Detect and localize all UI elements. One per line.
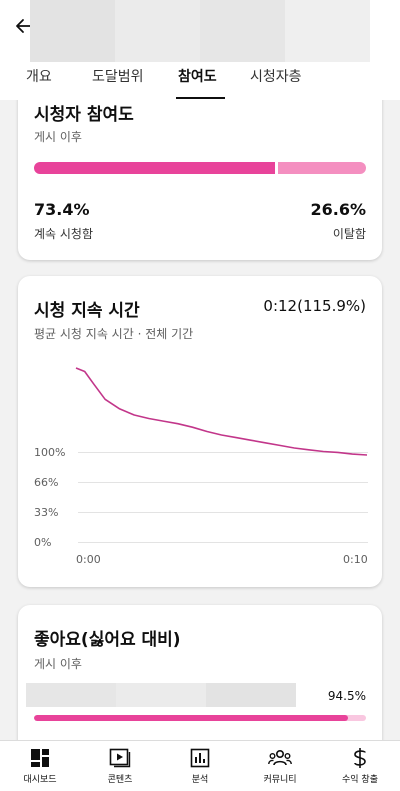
analytics-icon: [190, 747, 210, 769]
nav-community[interactable]: 커뮤니티: [240, 741, 320, 791]
likes-value: 94.5%: [327, 689, 366, 703]
likes-card: 좋아요(싫어요 대비) 게시 이후 94.5%: [18, 605, 382, 755]
continued-label: 계속 시청함: [34, 227, 94, 241]
nav-monetization[interactable]: 수익 창출: [320, 741, 400, 791]
engagement-bar: [34, 162, 366, 174]
retention-title: 시청 지속 시간: [34, 301, 140, 321]
nav-label: 콘텐츠: [107, 775, 133, 785]
engagement-subtitle: 게시 이후: [34, 130, 82, 144]
x-tick-label: 0:10: [343, 553, 368, 566]
x-tick-label: 0:00: [76, 553, 101, 566]
y-tick-label: 33%: [34, 506, 59, 519]
content-icon: [109, 747, 131, 769]
segment-gap: [275, 162, 278, 174]
engagement-title: 시청자 참여도: [34, 105, 134, 125]
gridline-0: [78, 542, 368, 543]
y-tick-label: 0%: [34, 536, 52, 549]
nav-label: 대시보드: [23, 775, 57, 785]
nav-label: 커뮤니티: [263, 775, 297, 785]
y-tick-label: 100%: [34, 446, 66, 459]
back-arrow-icon: [16, 19, 31, 33]
retention-value: 0:12(115.9%): [263, 297, 366, 315]
retention-subtitle: 평균 시청 지속 시간 · 전체 기간: [34, 327, 194, 341]
swiped-label: 이탈함: [332, 227, 366, 241]
nav-content[interactable]: 콘텐츠: [80, 741, 160, 791]
nav-analytics[interactable]: 분석: [160, 741, 240, 791]
retention-card: 시청 지속 시간 0:12(115.9%) 평균 시청 지속 시간 · 전체 기…: [18, 276, 382, 587]
likes-subtitle: 게시 이후: [34, 657, 82, 671]
monetization-icon: [352, 747, 368, 769]
likes-bar-fill: [34, 715, 348, 721]
likes-title: 좋아요(싫어요 대비): [34, 630, 181, 650]
tab-audience[interactable]: 시청자층: [250, 69, 302, 85]
engagement-card: 시청자 참여도 게시 이후 73.4% 계속 시청함 26.6% 이탈함: [18, 70, 382, 260]
nav-label: 수익 창출: [342, 775, 378, 785]
gridline-33: [78, 512, 368, 513]
nav-label: 분석: [191, 775, 209, 785]
tab-bar: 개요 도달범위 참여도 시청자층: [0, 62, 400, 100]
tab-reach[interactable]: 도달범위: [92, 69, 144, 85]
dashboard-icon: [30, 747, 50, 769]
active-tab-indicator: [176, 97, 225, 99]
y-tick-label: 66%: [34, 476, 59, 489]
gridline-66: [78, 482, 368, 483]
back-button[interactable]: [10, 12, 38, 40]
tab-engagement[interactable]: 참여도: [178, 69, 217, 85]
swiped-segment: [278, 162, 366, 174]
nav-dashboard[interactable]: 대시보드: [0, 741, 80, 791]
tab-overview[interactable]: 개요: [26, 69, 52, 85]
blurred-video-title: [30, 0, 370, 62]
top-app-bar: 개요 도달범위 참여도 시청자층: [0, 0, 400, 100]
continued-value: 73.4%: [34, 200, 90, 219]
gridline-100: [78, 452, 368, 453]
continued-segment: [34, 162, 275, 174]
blurred-video-info: [26, 683, 296, 707]
swiped-value: 26.6%: [310, 200, 366, 219]
community-icon: [268, 747, 292, 769]
bottom-navigation: 대시보드 콘텐츠 분석: [0, 740, 400, 791]
likes-bar-track: [34, 715, 366, 721]
retention-chart: [75, 367, 368, 456]
retention-series-line: [75, 367, 368, 456]
